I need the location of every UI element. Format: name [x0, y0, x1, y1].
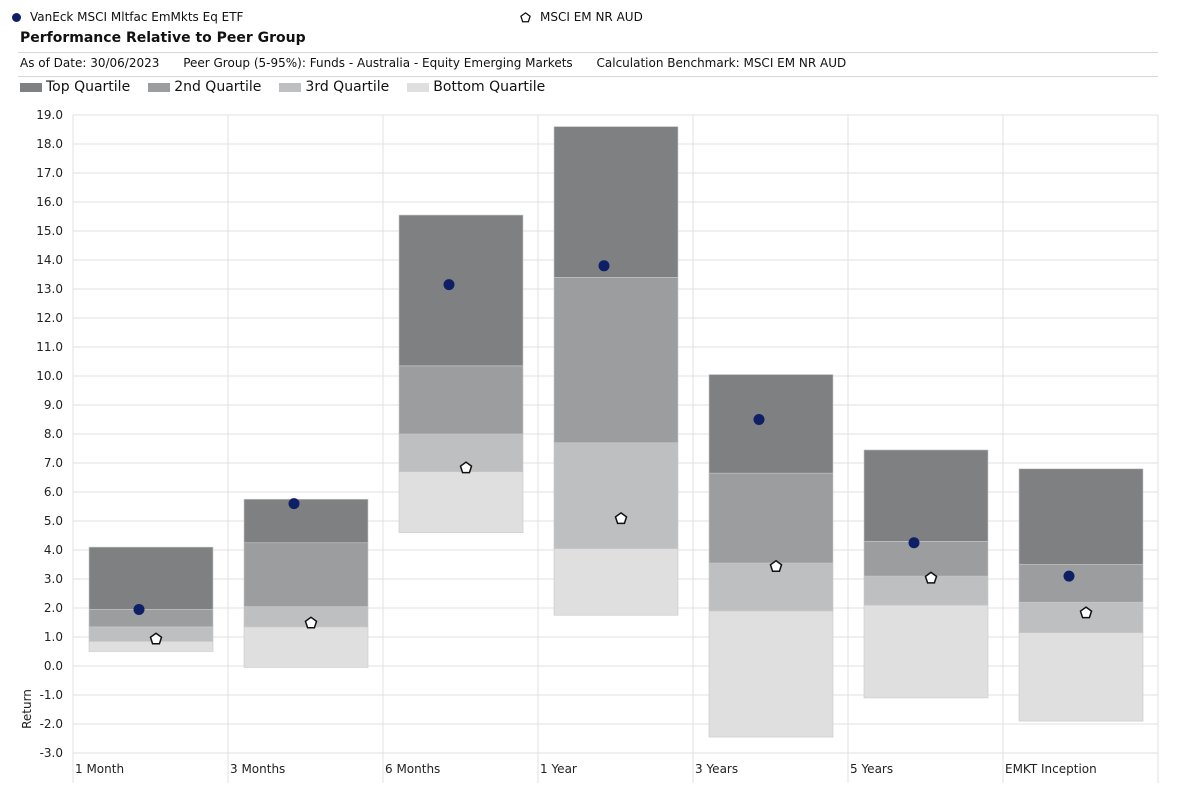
bar-top-quartile	[243, 498, 369, 544]
fund-marker	[908, 537, 920, 549]
y-tick-label: 16.0	[36, 195, 63, 209]
chart-meta: As of Date: 30/06/2023 Peer Group (5-95%…	[20, 56, 866, 70]
y-tick-label: 13.0	[36, 282, 63, 296]
y-tick-label: 19.0	[36, 108, 63, 122]
bar-bottom-quartile	[1018, 632, 1144, 722]
quartile-label: 3rd Quartile	[305, 79, 390, 95]
benchmark-marker	[459, 461, 473, 474]
legend-item-benchmark[interactable]: MSCI EM NR AUD	[520, 10, 643, 24]
y-tick-label: -1.0	[40, 688, 63, 702]
divider	[18, 76, 1158, 77]
y-tick-label: 15.0	[36, 224, 63, 238]
bar-top-quartile	[398, 214, 524, 367]
chart-title: Performance Relative to Peer Group	[20, 30, 306, 46]
benchmark-marker	[1079, 606, 1093, 619]
swatch-icon	[407, 82, 430, 92]
y-tick-label: 9.0	[44, 398, 63, 412]
bar-top-quartile	[863, 449, 989, 542]
y-tick-label: -3.0	[40, 746, 63, 760]
benchmark-marker	[149, 632, 163, 645]
fund-marker	[1063, 570, 1075, 582]
bar-top-quartile	[553, 126, 679, 278]
bar-second-quartile	[398, 365, 524, 435]
y-tick-label: 12.0	[36, 311, 63, 325]
bar-bottom-quartile	[243, 626, 369, 668]
fund-marker-icon	[12, 12, 21, 22]
fund-marker	[133, 603, 145, 615]
y-tick-label: 3.0	[44, 572, 63, 586]
y-tick-label: 0.0	[44, 659, 63, 673]
quartile-label: Bottom Quartile	[433, 79, 546, 95]
bar-third-quartile	[1018, 601, 1144, 633]
y-tick-label: 6.0	[44, 485, 63, 499]
quartile-label: 2nd Quartile	[174, 79, 262, 95]
quartile-label: Top Quartile	[46, 79, 131, 95]
bar-third-quartile	[708, 562, 834, 612]
benchmark-marker	[304, 616, 318, 629]
bar-second-quartile	[863, 540, 989, 577]
x-tick-label: 1 Year	[540, 762, 577, 776]
swatch-icon	[148, 82, 171, 92]
y-tick-label: 4.0	[44, 543, 63, 557]
quartile-legend-bottom[interactable]: Bottom Quartile	[407, 79, 545, 95]
bar-top-quartile	[1018, 468, 1144, 565]
bar-second-quartile	[553, 277, 679, 443]
y-tick-label: 8.0	[44, 427, 63, 441]
bar-second-quartile	[88, 609, 214, 628]
y-tick-label: 1.0	[44, 630, 63, 644]
bar-top-quartile	[88, 546, 214, 610]
bar-bottom-quartile	[88, 641, 214, 652]
x-tick-label: 3 Years	[695, 762, 738, 776]
benchmark-marker	[769, 559, 783, 572]
quartile-legend: Top Quartile 2nd Quartile 3rd Quartile B…	[20, 79, 563, 95]
y-tick-label: 18.0	[36, 137, 63, 151]
pentagon-icon	[520, 11, 531, 22]
y-tick-label: 11.0	[36, 340, 63, 354]
y-tick-label: 5.0	[44, 514, 63, 528]
swatch-icon	[279, 82, 302, 92]
bar-second-quartile	[243, 542, 369, 607]
benchmark-marker	[614, 511, 628, 525]
x-tick-label: EMKT Inception	[1005, 762, 1097, 776]
bar-second-quartile	[1018, 564, 1144, 603]
as-of-date: As of Date: 30/06/2023	[20, 56, 160, 70]
fund-marker	[288, 498, 300, 510]
legend-fund-label: VanEck MSCI Mltfac EmMkts Eq ETF	[30, 10, 244, 24]
x-tick-label: 5 Years	[850, 762, 893, 776]
calculation-benchmark: Calculation Benchmark: MSCI EM NR AUD	[596, 56, 847, 70]
x-tick-label: 6 Months	[385, 762, 440, 776]
divider	[18, 52, 1158, 53]
bar-third-quartile	[863, 575, 989, 606]
quartile-legend-second[interactable]: 2nd Quartile	[148, 79, 261, 95]
peer-group: Peer Group (5-95%): Funds - Australia - …	[183, 56, 573, 70]
y-tick-label: 10.0	[36, 369, 63, 383]
legend-benchmark-label: MSCI EM NR AUD	[540, 10, 643, 24]
bar-bottom-quartile	[863, 604, 989, 699]
bar-third-quartile	[553, 442, 679, 549]
x-tick-label: 3 Months	[230, 762, 285, 776]
quartile-legend-top[interactable]: Top Quartile	[20, 79, 130, 95]
fund-marker	[443, 279, 455, 291]
bar-bottom-quartile	[708, 610, 834, 738]
quartile-legend-third[interactable]: 3rd Quartile	[279, 79, 389, 95]
x-tick-label: 1 Month	[75, 762, 124, 776]
y-tick-label: 2.0	[44, 601, 63, 615]
y-axis-label: Return	[20, 689, 34, 729]
bar-top-quartile	[708, 374, 834, 474]
fund-marker	[753, 414, 765, 425]
fund-marker	[598, 260, 610, 272]
bar-bottom-quartile	[398, 471, 524, 533]
bar-bottom-quartile	[553, 548, 679, 616]
swatch-icon	[20, 82, 42, 92]
benchmark-marker	[924, 571, 938, 584]
y-tick-label: 7.0	[44, 456, 63, 470]
bar-second-quartile	[708, 472, 834, 564]
legend-item-fund[interactable]: VanEck MSCI Mltfac EmMkts Eq ETF	[12, 10, 243, 24]
y-tick-label: 17.0	[36, 166, 63, 180]
y-tick-label: -2.0	[40, 717, 63, 731]
y-tick-label: 14.0	[36, 253, 63, 267]
